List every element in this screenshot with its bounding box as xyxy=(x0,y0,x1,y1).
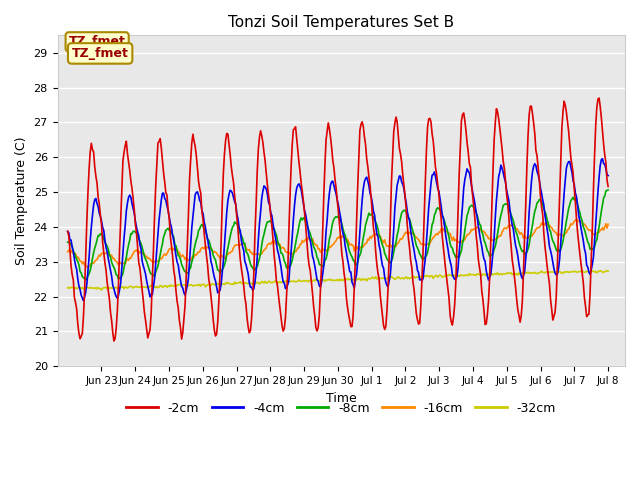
Title: Tonzi Soil Temperatures Set B: Tonzi Soil Temperatures Set B xyxy=(228,15,454,30)
Y-axis label: Soil Temperature (C): Soil Temperature (C) xyxy=(15,137,28,265)
Text: TZ_fmet: TZ_fmet xyxy=(68,36,125,48)
X-axis label: Time: Time xyxy=(326,392,356,405)
Text: TZ_fmet: TZ_fmet xyxy=(72,47,129,60)
Legend: -2cm, -4cm, -8cm, -16cm, -32cm: -2cm, -4cm, -8cm, -16cm, -32cm xyxy=(122,396,561,420)
